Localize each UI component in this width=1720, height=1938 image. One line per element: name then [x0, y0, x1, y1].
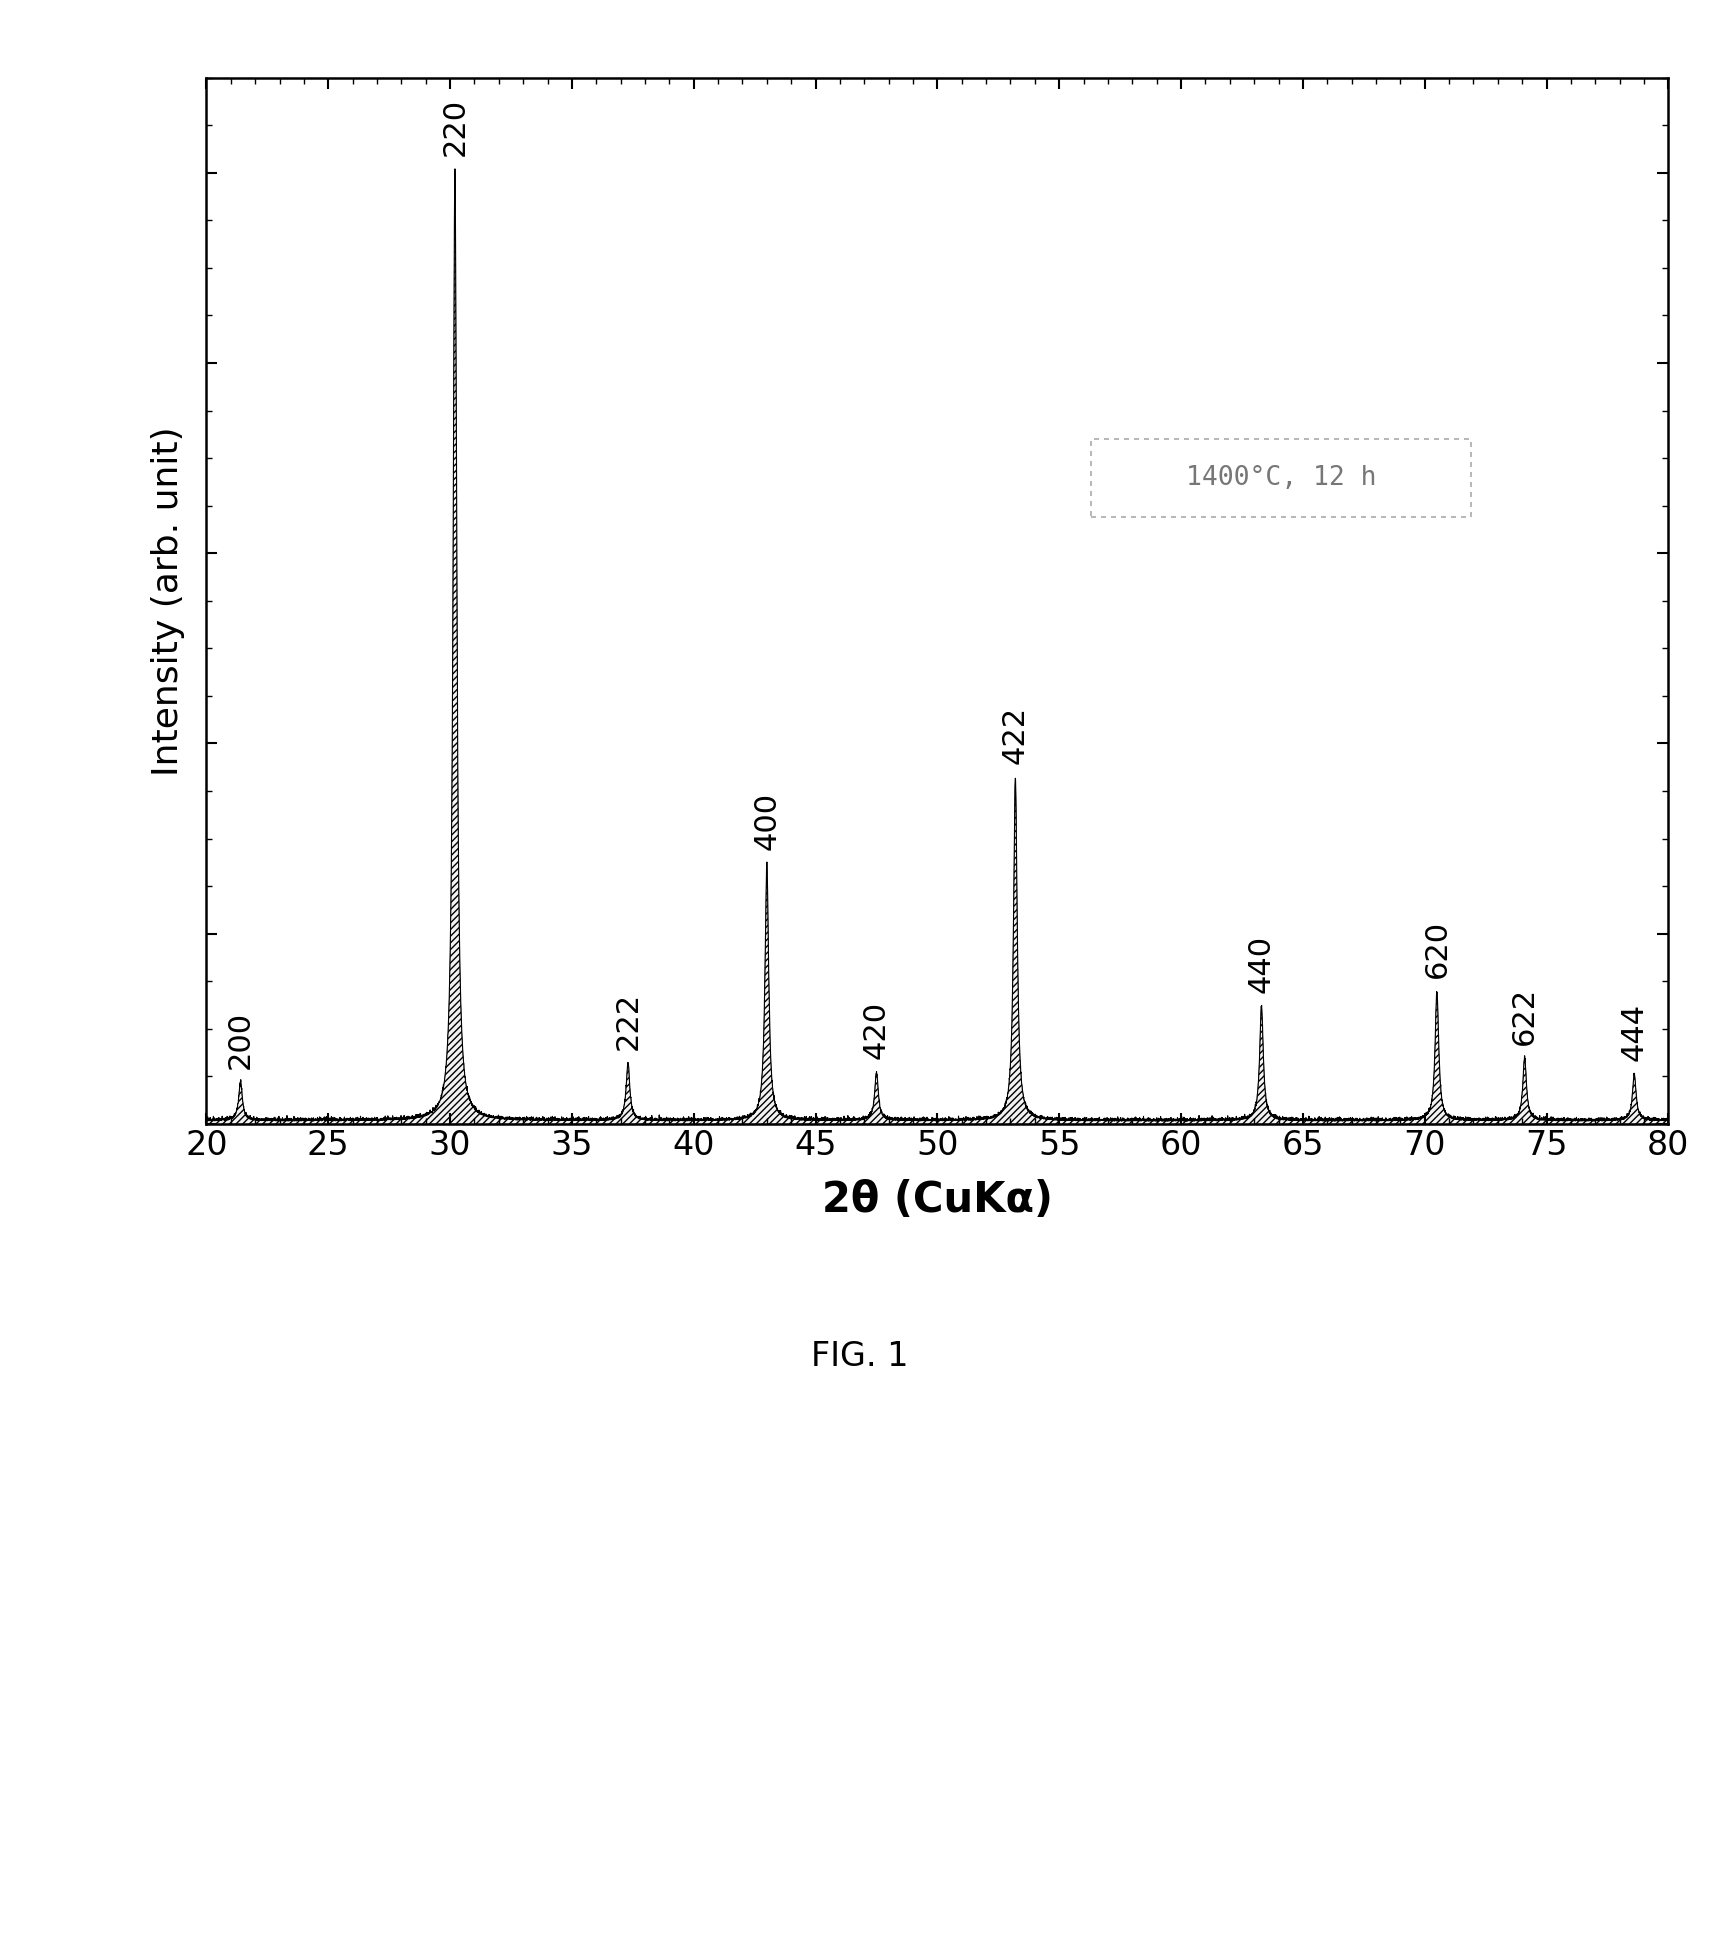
Text: 444: 444: [1620, 1004, 1649, 1062]
Text: 422: 422: [1001, 705, 1030, 764]
Text: 200: 200: [225, 1012, 255, 1070]
FancyBboxPatch shape: [1090, 438, 1471, 517]
X-axis label: 2θ (CuKα): 2θ (CuKα): [822, 1178, 1053, 1221]
Text: FIG. 1: FIG. 1: [812, 1339, 908, 1374]
Text: 620: 620: [1422, 921, 1452, 979]
Text: 220: 220: [440, 97, 470, 155]
Text: 400: 400: [752, 793, 781, 851]
Y-axis label: Intensity (arb. unit): Intensity (arb. unit): [151, 426, 184, 775]
Text: 1400°C, 12 h: 1400°C, 12 h: [1185, 465, 1376, 492]
Text: 440: 440: [1247, 934, 1276, 992]
Text: 622: 622: [1510, 986, 1539, 1045]
Text: 222: 222: [614, 992, 643, 1050]
Text: 420: 420: [862, 1002, 891, 1060]
